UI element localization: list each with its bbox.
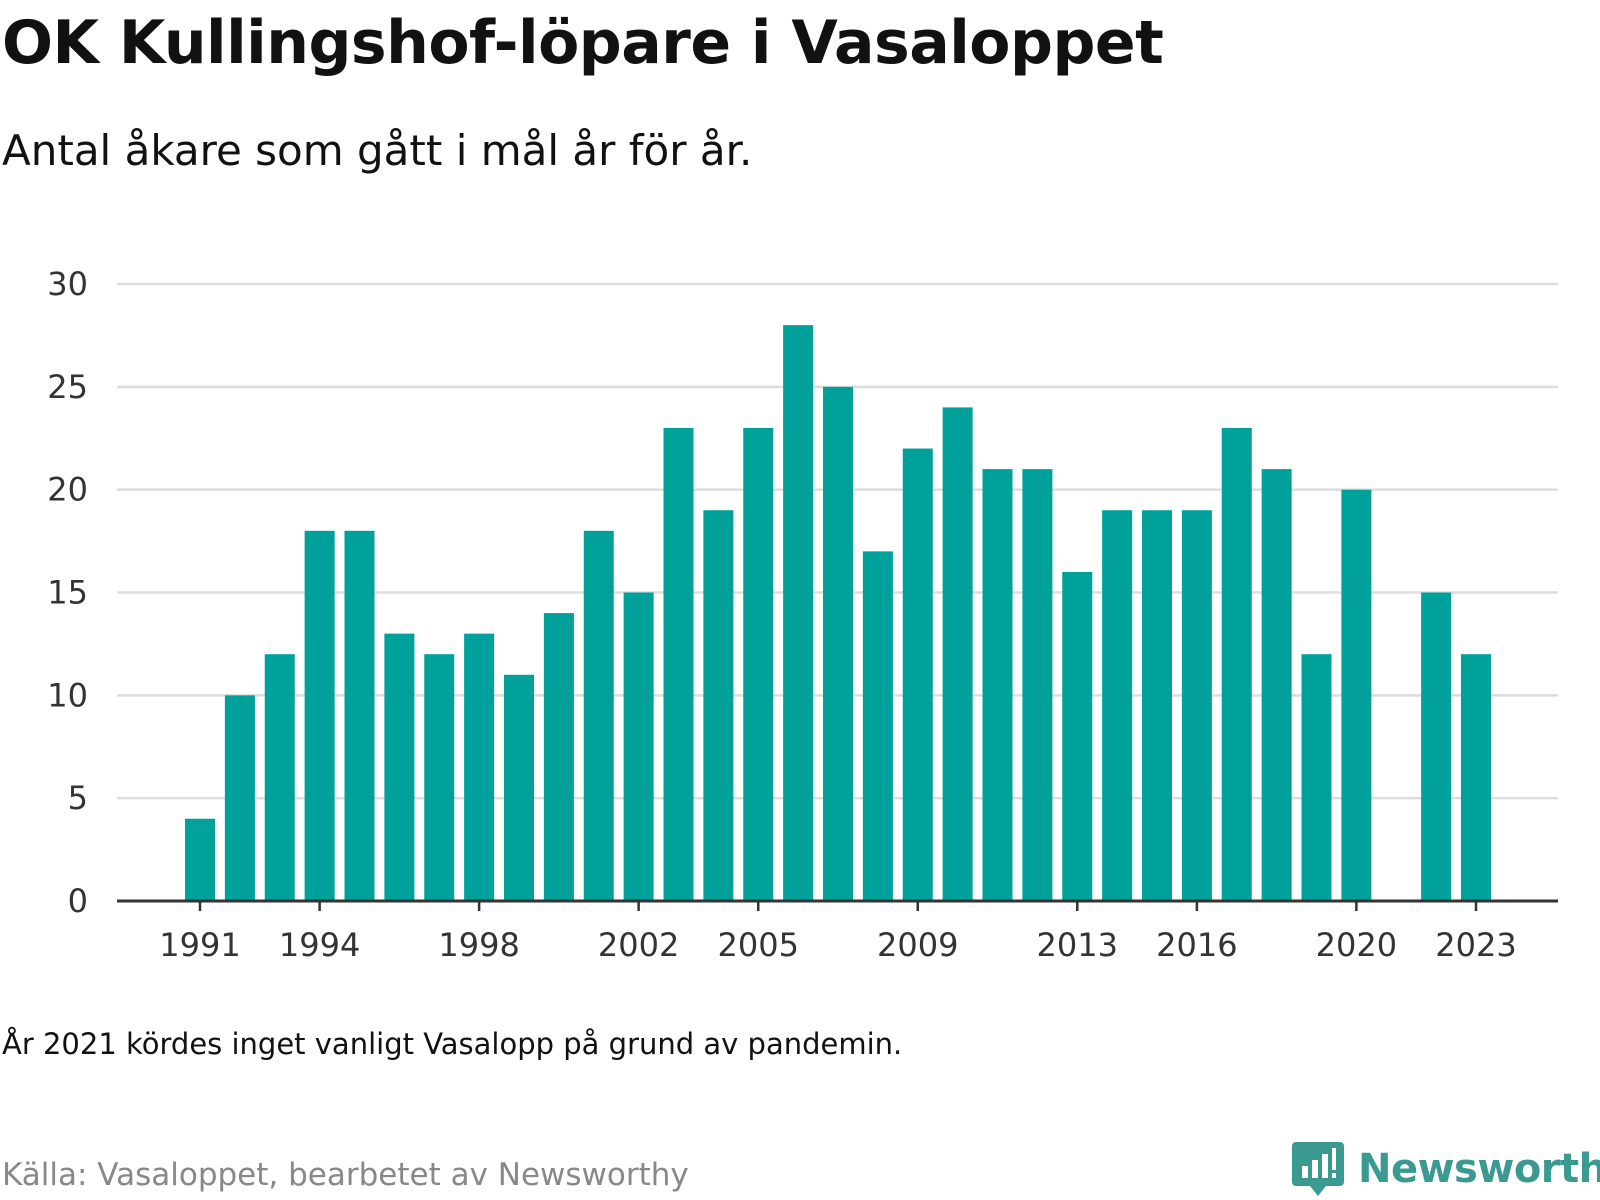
x-tick-label: 2013 <box>1037 926 1118 964</box>
bar <box>982 469 1013 901</box>
bar <box>224 695 255 901</box>
bar <box>663 427 694 901</box>
bar <box>1062 571 1093 901</box>
newsworthy-chart-bubble-icon <box>1292 1142 1344 1196</box>
bar <box>703 510 734 901</box>
x-tick-label: 2020 <box>1316 926 1397 964</box>
bar <box>1461 654 1491 901</box>
x-tick-label: 2016 <box>1156 926 1237 964</box>
chart-subtitle: Antal åkare som gått i mål år för år. <box>2 126 753 175</box>
x-tick-label: 1994 <box>279 926 360 964</box>
chart-note: År 2021 kördes inget vanligt Vasalopp på… <box>2 1027 903 1061</box>
bar <box>902 448 933 901</box>
bar <box>304 530 335 901</box>
bar <box>1221 427 1252 901</box>
x-tick-label: 2023 <box>1435 926 1516 964</box>
bar <box>1261 469 1292 901</box>
y-tick-label: 15 <box>47 574 88 612</box>
logo-text: Newsworthy <box>1358 1146 1600 1192</box>
bar <box>504 674 534 901</box>
bar <box>743 427 774 901</box>
bar <box>464 633 495 901</box>
x-tick-label: 1991 <box>159 926 240 964</box>
bar-chart: 0 5 10 15 20 25 30 1991 1994 1998 2002 2005 2009 201… <box>47 265 1558 964</box>
y-tick-label: 0 <box>68 882 88 920</box>
bar <box>823 386 853 901</box>
source-text: Källa: Vasaloppet, bearbetet av Newswort… <box>2 1157 689 1193</box>
x-axis-ticks: 1991 1994 1998 2002 2005 2009 2013 2016 2020 2023 <box>159 901 1517 964</box>
chart-title: OK Kullingshof-löpare i Vasaloppet <box>2 8 1164 78</box>
y-tick-label: 20 <box>47 471 88 509</box>
bar <box>1142 510 1172 901</box>
bar <box>344 530 375 901</box>
bar <box>583 530 614 901</box>
bar <box>1421 592 1452 901</box>
bar <box>1301 654 1332 901</box>
y-tick-label: 10 <box>47 676 88 714</box>
bar <box>862 551 893 901</box>
x-tick-label: 1998 <box>438 926 519 964</box>
bar <box>424 654 455 901</box>
bar <box>384 633 415 901</box>
bars <box>185 325 1491 902</box>
bar <box>543 613 574 901</box>
y-axis-labels: 0 5 10 15 20 25 30 <box>47 265 88 920</box>
newsworthy-logo: Newsworthy <box>1292 1140 1600 1198</box>
y-tick-label: 5 <box>68 779 88 817</box>
bar <box>783 325 814 902</box>
bar <box>1022 469 1053 901</box>
x-tick-label: 2002 <box>598 926 679 964</box>
bar <box>185 818 215 901</box>
bar <box>1341 489 1372 901</box>
bar <box>1181 510 1212 901</box>
x-tick-label: 2009 <box>877 926 958 964</box>
y-tick-label: 25 <box>47 368 88 406</box>
x-tick-label: 2005 <box>718 926 799 964</box>
bar <box>264 654 295 901</box>
bar <box>1102 510 1133 901</box>
bar <box>623 592 654 901</box>
bar <box>942 407 973 901</box>
y-tick-label: 30 <box>47 265 88 303</box>
